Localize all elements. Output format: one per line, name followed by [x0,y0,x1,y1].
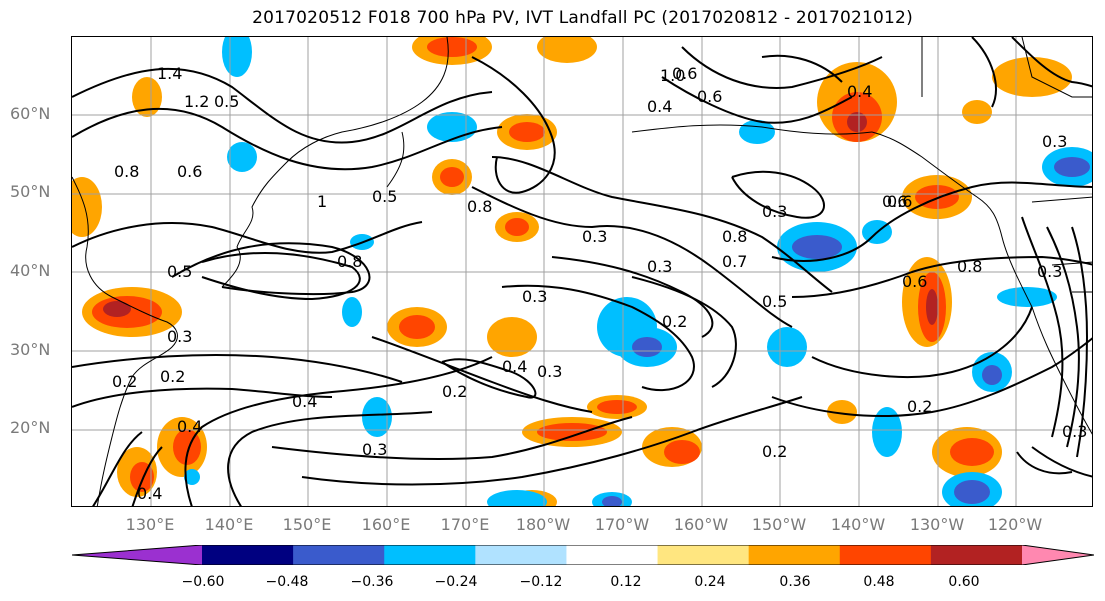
contour-label: 0.3 [362,440,387,459]
colorbar-tick-label: 0.60 [948,574,980,590]
contour-label: 0.8 [957,257,982,276]
contour-label: 0.3 [582,227,607,246]
colorbar-segment [293,545,385,565]
map-canvas: 1.4 1.2 0.5 0.6 0.8 0.5 1 0.8 0.4 0.6 1.… [72,37,1092,506]
contour-labels: 1.4 1.2 0.5 0.6 0.8 0.5 1 0.8 0.4 0.6 1.… [112,64,1087,503]
contour-label: 0.6 [887,192,912,211]
colorbar-segment [748,545,841,565]
lon-label: 130°W [909,515,965,534]
contour-label: 0.3 [1037,262,1062,281]
lon-label: 180°W [515,515,571,534]
contour-label: 1 [317,192,327,211]
lat-label-20n: 20°N [10,418,51,437]
contour-label: 0.3 [1062,422,1087,441]
colorbar-extend-low [72,545,202,565]
contour-label: 1.4 [157,64,182,83]
contour-label: 0.2 [662,312,687,331]
contour-label: 0.3 [522,287,547,306]
contour-label: 0.6 [882,192,907,211]
colorbar-segments [72,545,1094,565]
lon-label: 140°E [204,515,254,534]
colorbar-segment [930,545,1023,565]
contour-label: 0.8 [722,227,747,246]
contour-label: 1.2 [184,92,209,111]
contour-label: 0.3 [647,257,672,276]
pv-contours [72,37,1092,506]
contour-label: 0.6 [697,87,722,106]
contour-label: 0.4 [292,392,317,411]
colorbar-segment [384,545,476,565]
contour-label: 0.8 [114,162,139,181]
contour-label: 0.2 [442,382,467,401]
colorbar-tick-label: −0.12 [519,574,563,590]
contour-label: 0.4 [177,417,202,436]
contour-label: 0.2 [160,367,185,386]
lat-label-50n: 50°N [10,182,51,201]
contour-label: 0.3 [762,202,787,221]
map-panel: 1.4 1.2 0.5 0.6 0.8 0.5 1 0.8 0.4 0.6 1.… [71,36,1093,507]
lon-label: 140°W [830,515,886,534]
colorbar-tick-label: −0.24 [434,574,478,590]
contour-label: 0.8 [337,252,362,271]
lon-label: 130°E [125,515,175,534]
lat-label-60n: 60°N [10,104,51,123]
colorbar-tick-label: 0.24 [694,574,726,590]
lat-label-40n: 40°N [10,261,51,280]
contour-label: 0.5 [167,262,192,281]
colorbar-segment [839,545,932,565]
contour-label: 0.6 [177,162,202,181]
lon-label: 170°E [440,515,490,534]
colorbar-tick-label: 0.12 [610,574,642,590]
lon-label: 160°E [361,515,411,534]
graticule [72,37,1092,506]
colorbar-segment [566,545,659,565]
lon-label: 170°W [594,515,650,534]
contour-label: 0.6 [672,64,697,83]
colorbar-segment [657,545,750,565]
colorbar-tick-label: −0.48 [265,574,309,590]
contour-label: 0.7 [722,252,747,271]
colorbar-tick-label: 0.48 [863,574,895,590]
lon-label: 150°E [282,515,332,534]
colorbar-tick-label: −0.36 [350,574,394,590]
contour-label: 0.4 [847,82,872,101]
lon-label: 160°W [673,515,729,534]
colorbar [72,545,1094,565]
lat-label-30n: 30°N [10,340,51,359]
contour-label: 0.2 [762,442,787,461]
contour-label: 0.8 [467,197,492,216]
contour-label: 0.3 [167,327,192,346]
colorbar-segment [202,545,294,565]
lon-label: 150°W [751,515,807,534]
contour-label: 0.2 [907,397,932,416]
chart-title: 2017020512 F018 700 hPa PV, IVT Landfall… [252,8,913,28]
contour-label: 1.0 [660,66,685,85]
lon-label: 120°W [987,515,1043,534]
contour-label: 0.4 [647,97,672,116]
contour-label: 0.3 [537,362,562,381]
colorbar-tick-label: −0.60 [181,574,225,590]
colorbar-segment [475,545,567,565]
contour-label: 0.3 [1042,132,1067,151]
contour-label: 0.4 [137,484,162,503]
contour-label: 0.2 [112,372,137,391]
coastlines [72,37,1092,506]
contour-label: 0.5 [762,292,787,311]
contour-label: 0.5 [214,92,239,111]
colorbar-extend-high [1022,545,1094,565]
contour-label: 0.4 [502,357,527,376]
contour-label: 0.5 [372,187,397,206]
contour-label: 0.6 [902,272,927,291]
colorbar-tick-label: 0.36 [779,574,811,590]
